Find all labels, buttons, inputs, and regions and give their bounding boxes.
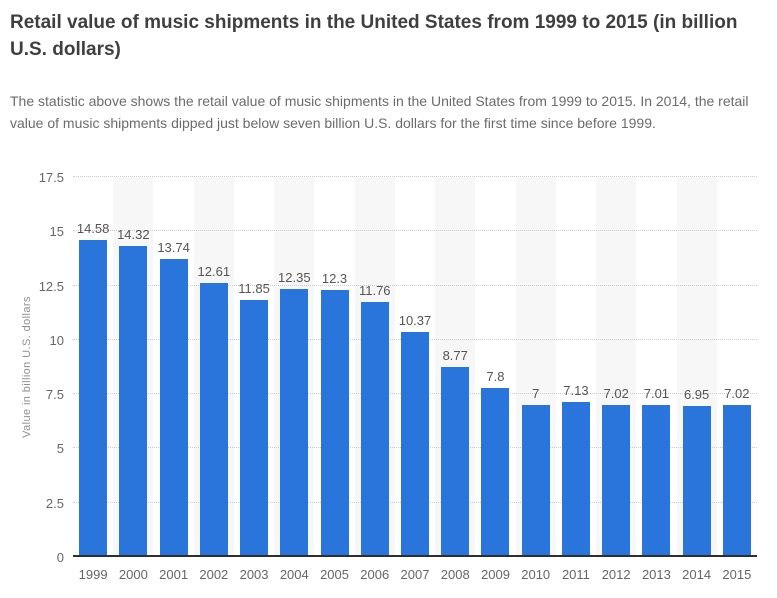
- y-tick-label: 17.5: [38, 170, 64, 185]
- y-tick-label: 15: [49, 224, 64, 240]
- bar-2010[interactable]: [521, 405, 550, 557]
- gridline-15: [73, 230, 757, 232]
- x-tick-label-2008: 2008: [440, 567, 470, 582]
- bar-2002[interactable]: [199, 283, 228, 557]
- x-axis-tick-labels: 1999 2000 2001 2002 2003 2004 2005 2006 2007 2008…: [73, 567, 757, 587]
- bar-value-label: 7.01: [643, 385, 670, 401]
- bar-chart: Value in billion U.S. dollars 0 2.5 5 7.5 10…: [0, 155, 777, 590]
- bar-value-label: 12.61: [197, 264, 231, 280]
- y-tick-label: 5: [56, 441, 64, 457]
- x-tick-label-2002: 2002: [199, 567, 229, 582]
- bar-value-label: 13.74: [157, 239, 190, 255]
- x-tick-label-2007: 2007: [400, 567, 430, 582]
- bar-2011[interactable]: [561, 402, 590, 557]
- x-tick-label-2001: 2001: [159, 567, 189, 582]
- page-description: The statistic above shows the retail val…: [10, 92, 749, 132]
- x-tick-label-2012: 2012: [601, 567, 631, 582]
- bar-value-label: 14.58: [76, 221, 110, 237]
- x-tick-label-2015: 2015: [722, 567, 752, 582]
- bar-2001[interactable]: [159, 258, 188, 557]
- page-title: Retail value of music shipments in the U…: [10, 12, 738, 60]
- y-tick-label: 7.5: [45, 387, 64, 403]
- x-tick-label-2006: 2006: [360, 567, 390, 582]
- bar-2005[interactable]: [320, 289, 349, 557]
- bar-value-label: 14.32: [117, 227, 150, 243]
- bar-value-label: 7.02: [603, 385, 629, 401]
- y-tick-label: 10: [49, 332, 64, 348]
- x-tick-label-2004: 2004: [279, 567, 309, 582]
- x-tick-label-2009: 2009: [481, 567, 510, 582]
- x-tick-label-2005: 2005: [320, 567, 349, 582]
- bar-2014[interactable]: [682, 406, 711, 557]
- x-tick-label-2013: 2013: [641, 567, 671, 582]
- bar-value-label: 11.76: [358, 282, 391, 298]
- plot-area: 14.58 14.32 13.74 12.61 11.85 12.35 12.3 11.76 1…: [73, 176, 757, 557]
- bar-2003[interactable]: [240, 299, 269, 557]
- x-tick-label-2000: 2000: [118, 567, 148, 582]
- bar-value-label: 7.13: [563, 383, 589, 399]
- bar-2008[interactable]: [441, 366, 470, 557]
- x-axis-line: [73, 555, 757, 557]
- bar-2004[interactable]: [280, 288, 309, 557]
- bar-value-label: 7.02: [724, 385, 750, 401]
- bar-2013[interactable]: [642, 404, 671, 557]
- bar-value-label: 12.35: [278, 269, 311, 285]
- gridline-12.5: [73, 284, 757, 286]
- bar-2000[interactable]: [119, 246, 148, 557]
- bar-1999[interactable]: [79, 240, 108, 557]
- bar-2009[interactable]: [481, 387, 510, 557]
- x-tick-label-2003: 2003: [239, 567, 269, 582]
- bar-2015[interactable]: [722, 404, 751, 557]
- gridline-17.5: [73, 176, 757, 177]
- x-tick-label-1999: 1999: [78, 567, 108, 582]
- chart-header: Retail value of music shipments in the U…: [0, 0, 777, 135]
- bar-value-label: 10.37: [398, 312, 432, 328]
- bar-value-label: 6.95: [683, 387, 710, 403]
- x-tick-label-2014: 2014: [682, 567, 712, 582]
- bar-2007[interactable]: [401, 331, 429, 557]
- y-tick-label: 0: [56, 550, 64, 565]
- bar-value-label: 11.85: [238, 280, 270, 296]
- bar-2006[interactable]: [360, 301, 389, 557]
- y-tick-label: 2.5: [45, 495, 64, 511]
- bar-value-label: 8.77: [442, 347, 468, 363]
- y-axis-tick-labels: 0 2.5 5 7.5 10 12.5 15 17.5: [0, 170, 64, 565]
- bar-2012[interactable]: [602, 404, 631, 557]
- x-tick-label-2011: 2011: [561, 567, 590, 582]
- bar-value-label: 12.3: [321, 270, 348, 286]
- y-tick-label: 12.5: [38, 278, 64, 294]
- bar-value-label: 7: [532, 386, 540, 401]
- bar-value-label: 7.8: [486, 368, 505, 384]
- x-tick-label-2010: 2010: [521, 567, 551, 582]
